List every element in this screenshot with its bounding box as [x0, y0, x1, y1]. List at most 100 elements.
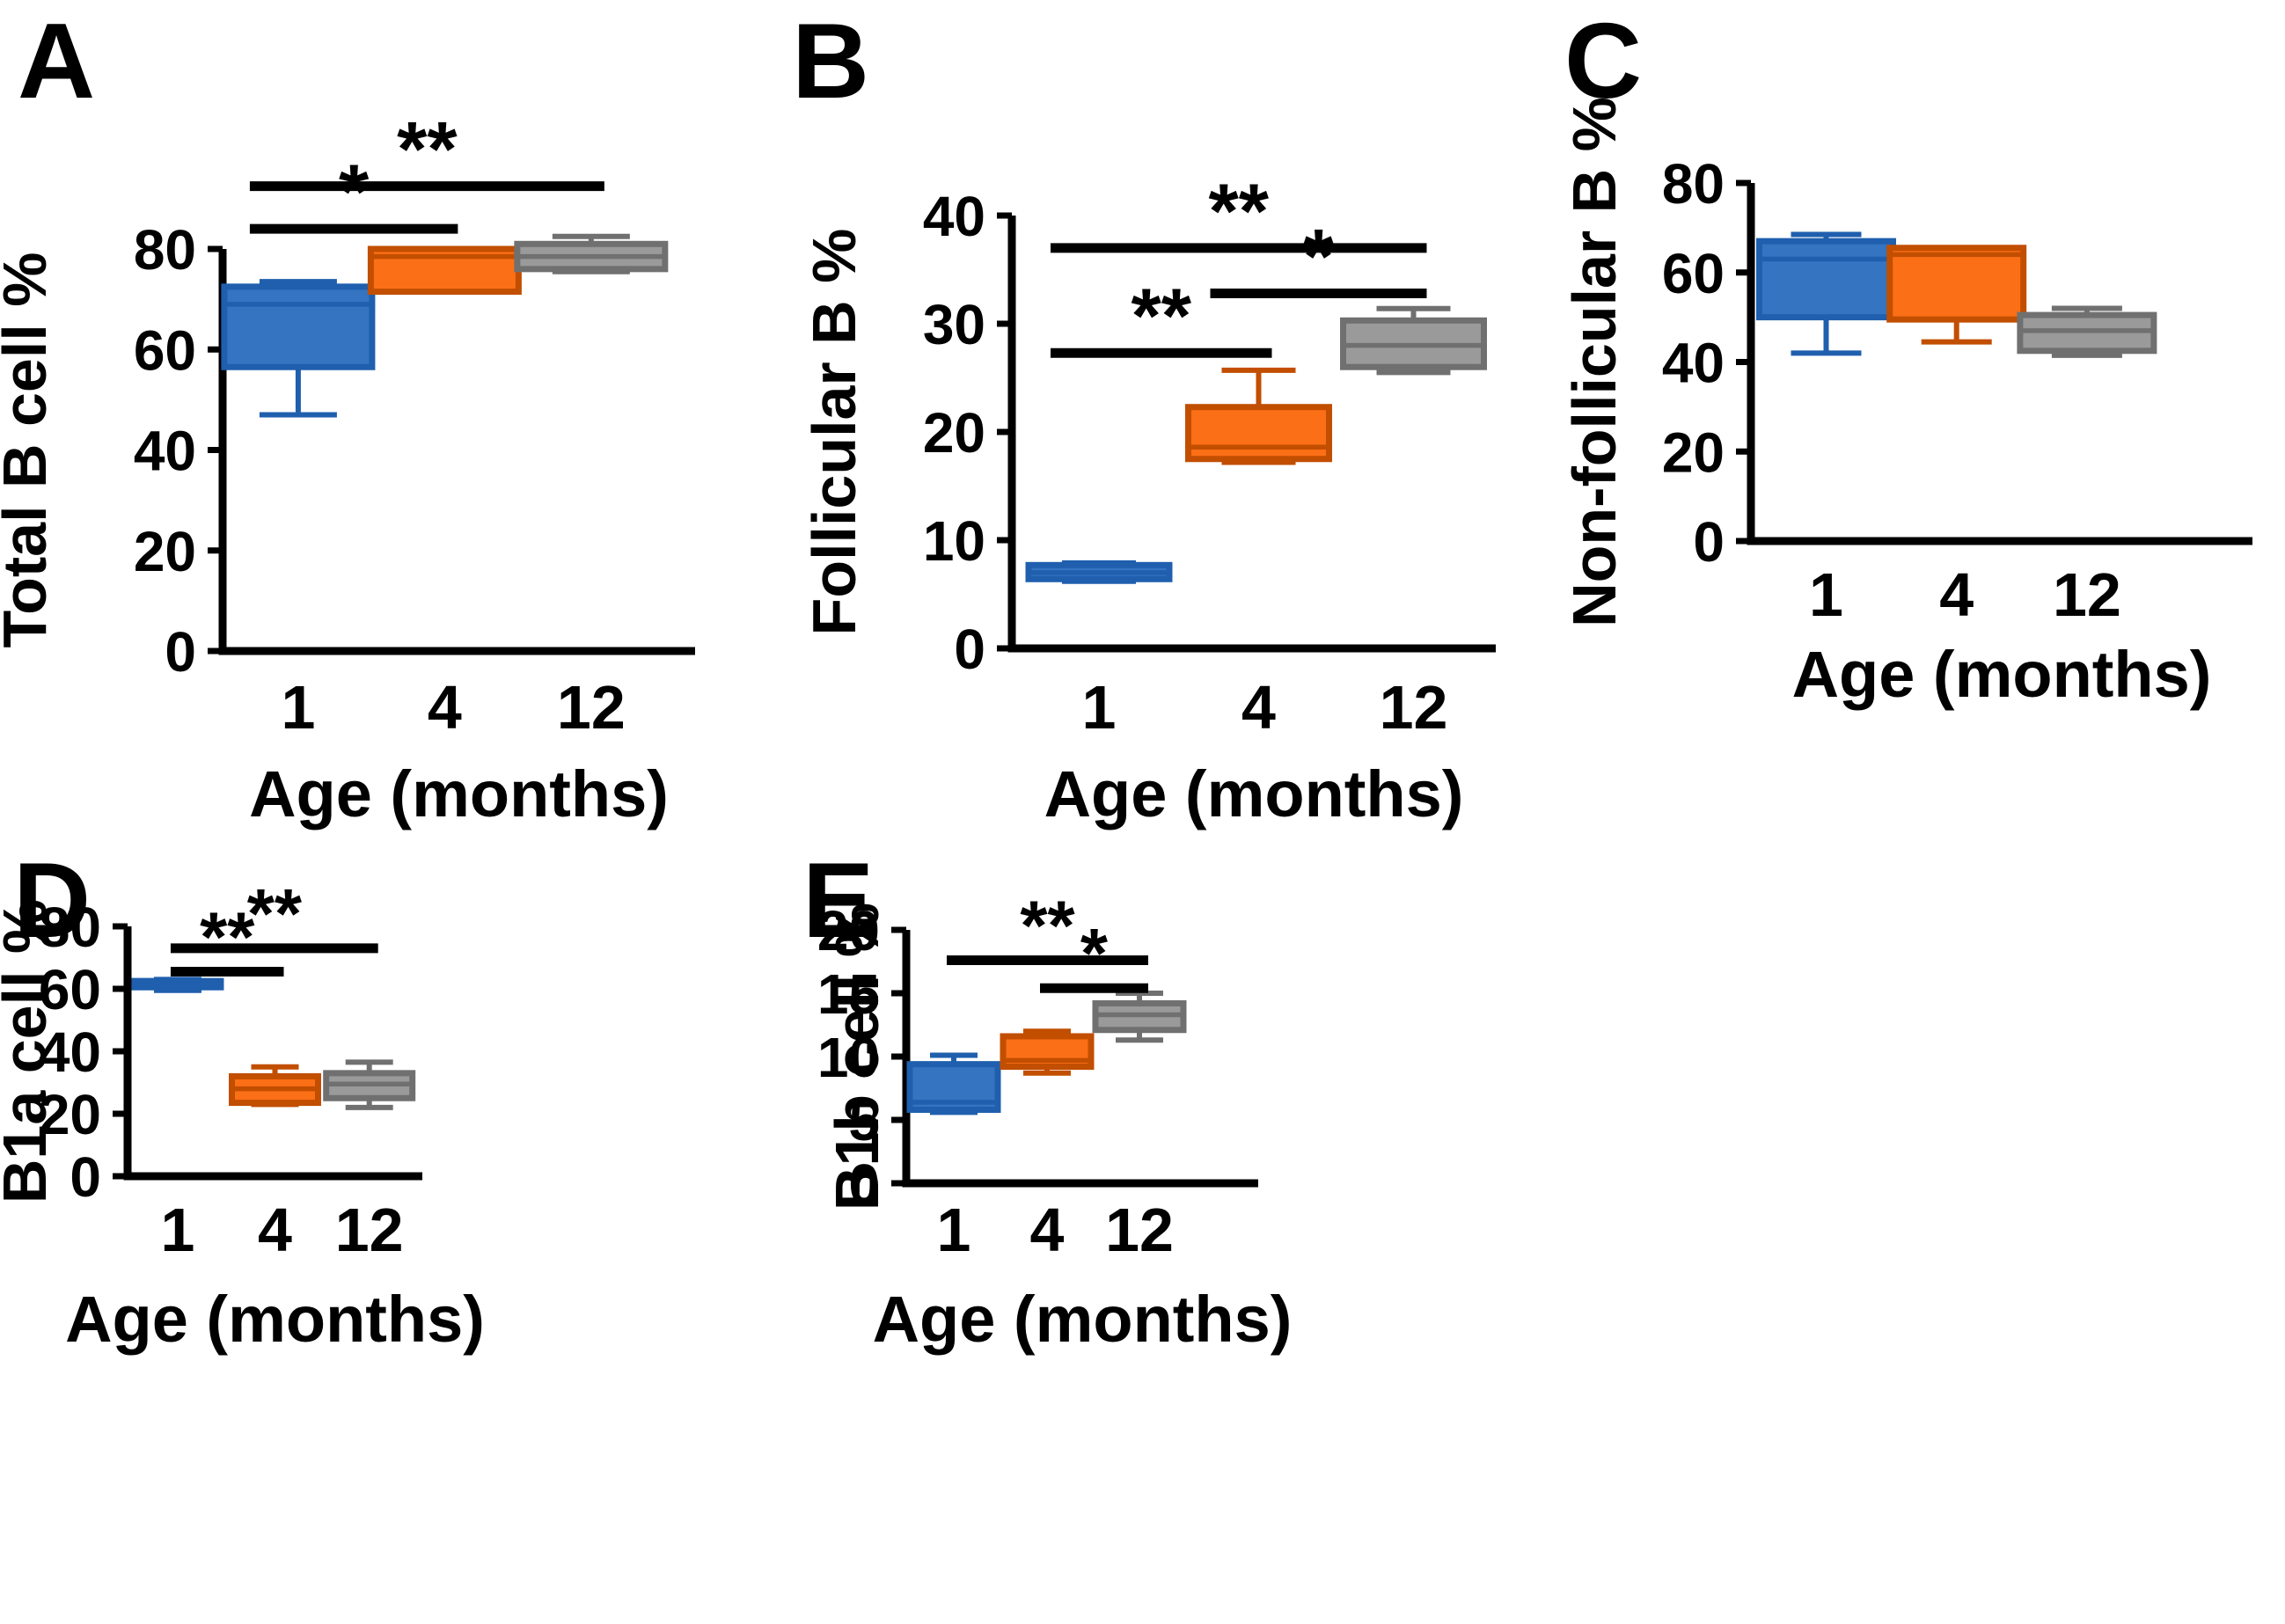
significance-bar: **	[170, 897, 284, 977]
x-tick-label: 1	[1082, 673, 1117, 742]
x-axis-title: Age (months)	[65, 1283, 485, 1356]
iqr-box	[1886, 245, 2027, 323]
box-12-months	[2017, 305, 2157, 358]
box-4-months	[1000, 1028, 1095, 1076]
significance-bar: **	[1051, 167, 1427, 254]
panel-letter: B	[792, 1, 870, 121]
panel-letter: A	[18, 1, 96, 121]
y-tick-label: 20	[1662, 421, 1725, 484]
y-axis-title: Total B cell %	[0, 252, 59, 648]
box-4-months	[229, 1064, 321, 1108]
panel-follicular-b: B 0 10 20 30 40 Follicular B % 1 4 12 Age (months…	[765, 0, 1531, 836]
iqr-box	[1185, 404, 1332, 463]
significance-bar: **	[947, 887, 1148, 966]
x-tick-label: 4	[1241, 673, 1276, 742]
significance-bar: **	[249, 106, 604, 193]
significance-bar: *	[1040, 914, 1148, 993]
panel-letter: E	[802, 840, 875, 960]
significance-bar: *	[249, 148, 458, 235]
y-tick-label: 0	[954, 618, 985, 681]
y-tick-label: 30	[923, 293, 985, 356]
y-tick-label: 20	[39, 1083, 101, 1146]
x-tick-label: 4	[428, 673, 462, 742]
x-tick-label: 12	[1105, 1196, 1174, 1264]
boxplot-follicular-b: 0 10 20 30 40 Follicular B % 1 4 12 Age (months) *…	[800, 167, 1496, 830]
significance-bar: **	[170, 874, 378, 954]
sig-stars: **	[1132, 272, 1192, 359]
y-axis-title: B1a cell %	[0, 899, 59, 1203]
sig-stars: **	[1209, 167, 1270, 254]
boxplot-total-b-cell: 0 20 40 60 80 Total B cell % 1 4 12 Age (months) *…	[0, 106, 695, 830]
box-1-month	[906, 1052, 1001, 1116]
y-tick-label: 20	[817, 899, 880, 962]
significance-bar: **	[1051, 272, 1272, 359]
panel-total-b-cell: A 0 20 40 60 80 Total B cell % 1 4 12 Age (months…	[0, 0, 774, 836]
sig-stars: **	[200, 897, 255, 976]
y-axis-title: Follicular B %	[800, 229, 868, 636]
x-tick-label: 12	[557, 673, 626, 742]
x-axis-title: Age (months)	[1792, 638, 2212, 711]
x-tick-label: 12	[335, 1196, 404, 1264]
y-tick-label: 60	[1662, 242, 1725, 305]
box-4-months	[1886, 245, 2027, 345]
y-tick-label: 60	[134, 318, 196, 382]
box-4-months	[367, 245, 522, 296]
x-tick-label: 1	[937, 1196, 971, 1264]
y-tick-label: 20	[923, 401, 985, 465]
y-tick-label: 40	[134, 420, 196, 483]
y-tick-label: 20	[134, 520, 196, 583]
x-tick-label: 12	[2053, 560, 2121, 629]
box-12-months	[514, 233, 669, 274]
iqr-box	[1756, 238, 1896, 321]
sig-stars: *	[1080, 914, 1109, 992]
y-tick-label: 10	[923, 509, 985, 573]
y-tick-label: 80	[134, 218, 196, 282]
y-axis-title: B1b cell %	[823, 903, 891, 1211]
y-tick-label: 40	[923, 185, 985, 248]
sig-stars: **	[1020, 887, 1075, 965]
x-tick-label: 12	[1380, 673, 1448, 742]
box-12-months	[1092, 991, 1187, 1043]
x-tick-label: 1	[1809, 560, 1843, 629]
y-tick-label: 40	[39, 1020, 101, 1084]
sig-stars: *	[1303, 213, 1334, 300]
panel-non-follicular-b: C 0 20 40 60 80 Non-follicular B % 1 4 12 Age (mo…	[1531, 0, 2285, 836]
y-tick-label: 80	[1662, 152, 1725, 216]
significance-bar: *	[1210, 213, 1427, 300]
y-tick-label: 15	[817, 962, 880, 1026]
y-tick-label: 0	[848, 1152, 880, 1216]
x-tick-label: 4	[1939, 560, 1974, 629]
box-1-month	[221, 279, 376, 418]
x-tick-label: 1	[281, 673, 315, 742]
x-axis-title: Age (months)	[249, 757, 669, 830]
y-tick-label: 10	[817, 1026, 880, 1089]
y-tick-label: 0	[165, 620, 196, 684]
box-1-month	[1025, 560, 1173, 584]
y-tick-label: 80	[39, 896, 101, 959]
box-1-month	[131, 977, 224, 993]
box-1-month	[1756, 231, 1896, 356]
panel-letter: C	[1564, 1, 1643, 121]
sig-stars: **	[247, 874, 303, 953]
box-12-months	[323, 1059, 416, 1110]
x-axis-title: Age (months)	[873, 1283, 1293, 1356]
sig-stars: *	[339, 148, 370, 235]
y-axis-title: Non-follicular B %	[1560, 97, 1629, 627]
panel-letter: D	[13, 840, 92, 960]
y-tick-label: 0	[1693, 510, 1725, 574]
y-tick-label: 40	[1662, 332, 1725, 395]
box-12-months	[1340, 305, 1487, 376]
panel-b1b-cell: E 0 5 10 15 20 B1b cell % 1 4 12 Age (months) * **	[792, 836, 1584, 1624]
boxplot-non-follicular-b: 0 20 40 60 80 Non-follicular B % 1 4 12 Age (mont…	[1560, 97, 2252, 711]
box-4-months	[1185, 367, 1332, 465]
x-tick-label: 4	[1030, 1196, 1065, 1264]
y-tick-label: 0	[70, 1145, 101, 1209]
y-tick-label: 60	[39, 958, 101, 1021]
y-tick-label: 5	[848, 1089, 880, 1152]
x-tick-label: 4	[258, 1196, 292, 1264]
x-axis-title: Age (months)	[1044, 757, 1464, 830]
